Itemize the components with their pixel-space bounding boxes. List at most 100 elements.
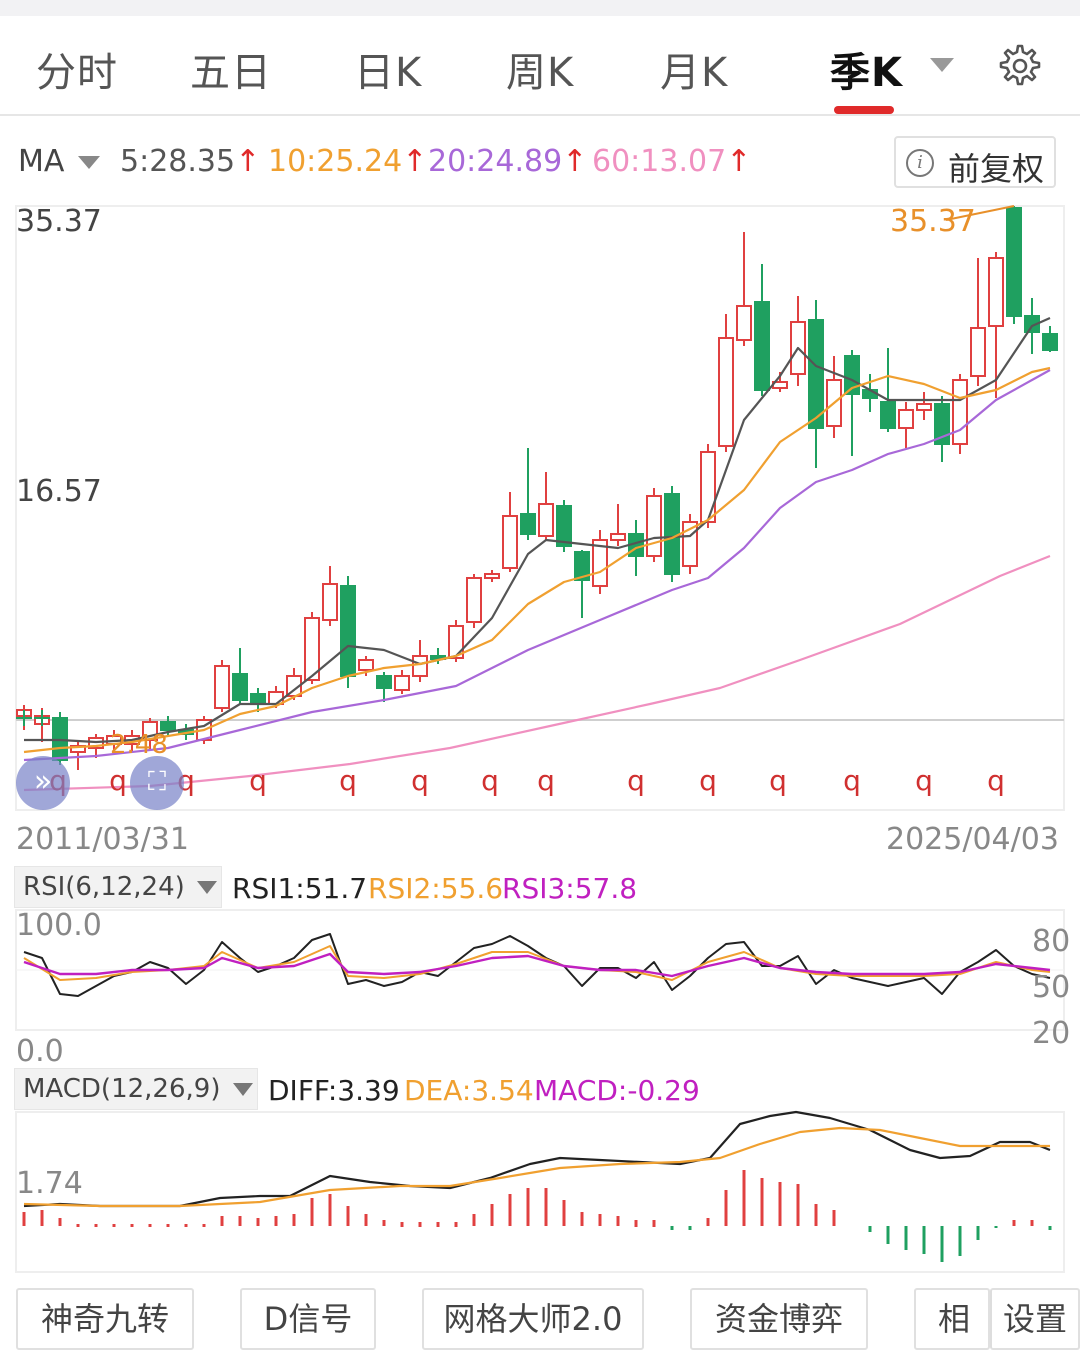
ma-label[interactable]: MA bbox=[18, 144, 65, 179]
settings-button[interactable]: 设置 bbox=[990, 1288, 1080, 1350]
candle-body bbox=[214, 665, 230, 709]
candle-body bbox=[880, 401, 896, 429]
candle-body bbox=[376, 675, 392, 689]
rsi-level-80: 80 bbox=[1032, 924, 1071, 959]
candle-body bbox=[736, 305, 752, 341]
macd-selector[interactable]: MACD(12,26,9) bbox=[14, 1068, 258, 1110]
candle-body bbox=[646, 495, 662, 557]
tab-daily-k[interactable]: 日K bbox=[354, 50, 423, 96]
rsi-level-50: 50 bbox=[1032, 970, 1071, 1005]
signal-marker-q: q bbox=[537, 764, 555, 797]
status-strip bbox=[0, 0, 1080, 16]
candle-body bbox=[808, 319, 824, 429]
main-chart-frame bbox=[15, 205, 1065, 811]
candle-body bbox=[502, 515, 518, 569]
dea-line bbox=[23, 1126, 1050, 1208]
rsi-level-20: 20 bbox=[1032, 1016, 1071, 1051]
forward-adjust-button[interactable]: i 前复权 bbox=[894, 136, 1056, 188]
magic-nine-button[interactable]: 神奇九转 bbox=[16, 1288, 194, 1350]
period-dropdown-chevron-icon[interactable] bbox=[930, 58, 954, 72]
info-icon[interactable]: i bbox=[906, 149, 934, 177]
candle-body bbox=[250, 693, 266, 705]
signal-marker-q: q bbox=[109, 764, 127, 797]
grid-master-button[interactable]: 网格大师2.0 bbox=[422, 1288, 644, 1350]
rsi3-line bbox=[23, 952, 1051, 978]
candle-body bbox=[448, 625, 464, 659]
macd-axis-label: 1.74 bbox=[16, 1166, 83, 1201]
end-date: 2025/04/03 bbox=[886, 822, 1059, 857]
ma10-value: 10:25.24↑ bbox=[268, 144, 428, 179]
price-axis-mid: 16.57 bbox=[16, 474, 102, 509]
ma20-line bbox=[23, 369, 1051, 762]
signal-marker-q: q bbox=[769, 764, 787, 797]
related-button[interactable]: 相 bbox=[914, 1288, 990, 1350]
candle-body bbox=[466, 577, 482, 623]
signal-marker-q: q bbox=[915, 764, 933, 797]
ma5-value: 5:28.35↑ bbox=[120, 144, 261, 179]
signal-marker-q: q bbox=[987, 764, 1005, 797]
tab-intraday[interactable]: 分时 bbox=[36, 50, 118, 96]
candle-body bbox=[538, 503, 554, 537]
signal-marker-q: q bbox=[411, 764, 429, 797]
diff-value: DIFF:3.39 bbox=[268, 1074, 400, 1107]
dea-value: DEA:3.54 bbox=[404, 1074, 534, 1107]
diff-line bbox=[23, 1110, 1051, 1208]
tab-weekly-k[interactable]: 周K bbox=[506, 50, 575, 96]
tab-five-day[interactable]: 五日 bbox=[190, 50, 272, 96]
candle-body bbox=[160, 721, 176, 731]
candle-body bbox=[844, 355, 860, 395]
period-tab-bar: 分时 五日 日K 周K 月K 季K bbox=[0, 16, 1080, 116]
tab-quarterly-k[interactable]: 季K bbox=[830, 50, 903, 96]
candle-body bbox=[952, 379, 968, 445]
candle-body bbox=[916, 403, 932, 411]
tab-monthly-k[interactable]: 月K bbox=[660, 50, 729, 96]
active-tab-indicator bbox=[834, 106, 894, 114]
signal-marker-q: q bbox=[481, 764, 499, 797]
rsi-selector[interactable]: RSI(6,12,24) bbox=[14, 866, 222, 908]
plus-marker bbox=[34, 710, 50, 726]
rsi2-line bbox=[23, 945, 1051, 981]
candle-body bbox=[718, 337, 734, 447]
ma5-line bbox=[24, 316, 1051, 744]
ma-dropdown-chevron-icon[interactable] bbox=[78, 156, 100, 169]
ma20-value: 20:24.89↑ bbox=[428, 144, 588, 179]
plus-marker bbox=[16, 710, 32, 726]
capital-game-button[interactable]: 资金博弈 bbox=[690, 1288, 868, 1350]
candle-body bbox=[934, 403, 950, 445]
d-signal-button[interactable]: D信号 bbox=[240, 1288, 376, 1350]
rsi2-value: RSI2:55.6 bbox=[368, 872, 504, 905]
candle-body bbox=[1006, 207, 1022, 317]
rsi1-line bbox=[23, 933, 1051, 997]
expand-left-icon[interactable]: » bbox=[16, 756, 70, 810]
min-price-label: 2.48 bbox=[110, 730, 168, 760]
candle-body bbox=[232, 673, 248, 701]
candle-body bbox=[412, 655, 428, 677]
rsi3-value: RSI3:57.8 bbox=[502, 872, 638, 905]
candle-body bbox=[556, 505, 572, 547]
candle-body bbox=[304, 617, 320, 681]
price-axis-top: 35.37 bbox=[16, 204, 102, 239]
candle-body bbox=[988, 257, 1004, 327]
fullscreen-icon[interactable]: ⛶ bbox=[130, 756, 184, 810]
signal-marker-q: q bbox=[843, 764, 861, 797]
start-date: 2011/03/31 bbox=[16, 822, 189, 857]
rsi1-value: RSI1:51.7 bbox=[232, 872, 368, 905]
candle-body bbox=[1042, 333, 1058, 351]
candle-body bbox=[610, 533, 626, 541]
signal-marker-q: q bbox=[339, 764, 357, 797]
macd-header: MACD(12,26,9) DIFF:3.39 DEA:3.54 MACD:-0… bbox=[0, 1068, 1080, 1110]
ma60-line bbox=[23, 554, 1051, 792]
rsi-axis-bottom: 0.0 bbox=[16, 1034, 64, 1069]
candle-body bbox=[754, 301, 770, 391]
signal-marker-q: q bbox=[249, 764, 267, 797]
macd-chevron-down-icon bbox=[233, 1083, 253, 1096]
candle-body bbox=[664, 493, 680, 575]
max-price-pointer bbox=[945, 205, 1015, 221]
ma60-value: 60:13.07↑ bbox=[592, 144, 752, 179]
rsi-axis-top: 100.0 bbox=[16, 908, 102, 943]
plus-marker bbox=[52, 714, 68, 730]
rsi-chevron-down-icon bbox=[197, 881, 217, 894]
candle-body bbox=[520, 513, 536, 535]
gear-icon[interactable] bbox=[994, 42, 1042, 90]
